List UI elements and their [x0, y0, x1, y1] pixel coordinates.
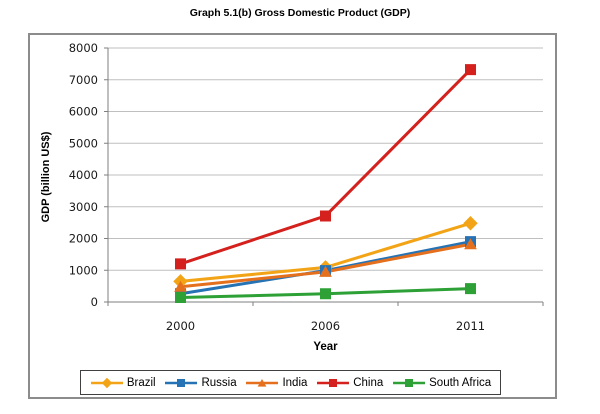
legend-marker-india: [246, 378, 279, 387]
legend-swatch-marker: [177, 378, 186, 387]
y-tick-label: 1000: [69, 263, 98, 277]
chart-title: Graph 5.1(b) Gross Domestic Product (GDP…: [189, 7, 411, 19]
legend-item-china: China: [316, 376, 383, 390]
marker-china-2006: [320, 210, 331, 222]
legend-item-brazil: Brazil: [90, 376, 156, 390]
x-tick-label: 2006: [311, 319, 340, 333]
marker-south-africa-2006: [320, 288, 331, 300]
legend-label: Brazil: [126, 376, 156, 389]
legend: Brazil Russia India China South Africa: [80, 370, 501, 395]
legend-item-russia: Russia: [164, 376, 237, 390]
y-axis-title: GDP (billion US$): [40, 131, 52, 223]
marker-brazil-2011: [463, 216, 478, 231]
marker-india-2011: [464, 238, 477, 250]
legend-label: Russia: [201, 376, 237, 389]
legend-marker-china: [317, 378, 350, 387]
chart-border-box: [28, 33, 557, 399]
legend-swatch-marker: [258, 378, 267, 387]
legend-item-india: India: [245, 376, 307, 390]
marker-china-2000: [175, 258, 186, 270]
x-tick-label: 2000: [166, 319, 195, 333]
marker-china-2011: [465, 64, 476, 76]
marker-south-africa-2000: [175, 292, 186, 304]
marker-south-africa-2011: [465, 283, 476, 295]
legend-swatch-marker: [405, 378, 414, 387]
y-tick-label: 8000: [69, 41, 98, 55]
y-tick-label: 0: [91, 295, 98, 309]
legend-marker-russia: [165, 378, 198, 387]
x-axis-title: Year: [313, 341, 338, 353]
marker-india-2006: [319, 265, 332, 277]
legend-marker-brazil: [90, 377, 123, 388]
legend-label: South Africa: [429, 376, 492, 389]
y-tick-label: 6000: [69, 105, 98, 119]
legend-label: China: [353, 376, 384, 389]
series-line-china: [180, 68, 472, 266]
y-tick-label: 4000: [69, 168, 98, 182]
y-tick-label: 3000: [69, 200, 98, 214]
legend-item-south-africa: South Africa: [392, 376, 491, 390]
legend-swatch-marker: [329, 378, 338, 387]
legend-marker-south-africa: [393, 378, 426, 387]
y-tick-label: 7000: [69, 73, 98, 87]
y-tick-label: 2000: [69, 232, 98, 246]
marker-india-2000: [174, 280, 187, 292]
y-tick-label: 5000: [69, 136, 98, 150]
legend-label: India: [282, 376, 308, 389]
legend-swatch-marker: [101, 377, 113, 388]
x-tick-label: 2011: [456, 319, 485, 333]
